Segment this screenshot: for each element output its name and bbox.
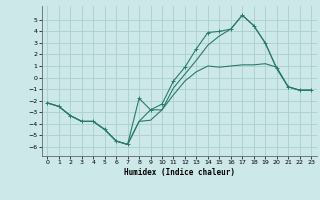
X-axis label: Humidex (Indice chaleur): Humidex (Indice chaleur) <box>124 168 235 177</box>
